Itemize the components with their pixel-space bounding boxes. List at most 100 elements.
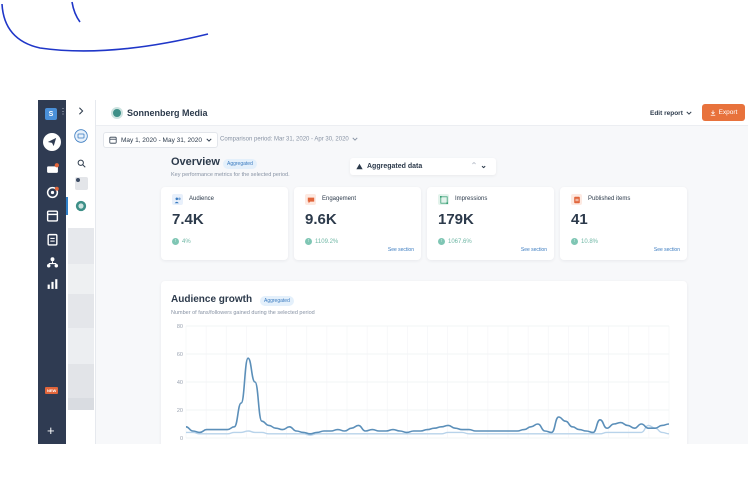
arrow-up-icon: ↑ <box>172 238 179 245</box>
y-tick-label: 60 <box>177 352 183 358</box>
comparison-period-selector[interactable]: Comparison period: Mar 31, 2020 - Apr 30… <box>220 136 358 143</box>
profile-thumbnail[interactable] <box>74 176 88 190</box>
top-bar: Sonnenberg Media Edit report Export <box>96 100 748 126</box>
card-change-value: 4% <box>182 238 191 245</box>
see-section-link[interactable]: See section <box>653 247 680 253</box>
blurred-profile[interactable] <box>68 398 94 410</box>
chevron-down-icon <box>352 137 358 141</box>
inbox-icon <box>46 162 59 173</box>
kpi-card-engagement[interactable]: Engagement 9.6K ↑ 1109.2% See section <box>294 187 421 260</box>
blurred-profile[interactable] <box>68 364 94 398</box>
card-value: 41 <box>571 211 588 228</box>
y-tick-label: 80 <box>177 324 183 330</box>
download-icon <box>710 109 715 116</box>
audience-icon <box>172 194 183 205</box>
export-label: Export <box>718 109 738 116</box>
y-tick-label: 20 <box>177 408 183 414</box>
chevron-down-icon[interactable]: ⌄ <box>480 161 490 170</box>
edit-report-button[interactable]: Edit report <box>644 105 698 121</box>
tasks-icon <box>46 233 58 246</box>
warning-triangle-icon <box>356 163 363 170</box>
new-badge: NEW <box>45 387 59 394</box>
overview-subtitle: Key performance metrics for the selected… <box>171 172 290 178</box>
nav-inbox[interactable] <box>44 160 60 176</box>
edit-report-label: Edit report <box>650 109 683 117</box>
compose-button[interactable] <box>43 133 61 151</box>
aggregated-data-toggle[interactable]: Aggregated data ⌃⌄ <box>350 158 496 175</box>
card-change: ↑ 10.8% <box>571 238 598 245</box>
brand-name: Sonnenberg Media <box>127 108 208 118</box>
arrow-up-icon: ↑ <box>438 238 445 245</box>
kpi-card-published-items[interactable]: Published items 41 ↑ 10.8% See section <box>560 187 687 260</box>
audience-growth-chart: 80 60 40 20 0 <box>177 324 670 442</box>
audience-growth-subtitle: Number of fans/followers gained during t… <box>171 310 315 316</box>
card-value: 9.6K <box>305 211 337 228</box>
main-nav: S ⋮ NEW + <box>38 100 67 444</box>
account-avatar[interactable]: S <box>45 108 57 120</box>
publish-icon <box>46 186 59 198</box>
see-section-link[interactable]: See section <box>387 247 414 253</box>
blurred-profile[interactable] <box>68 264 94 294</box>
card-change: ↑ 4% <box>172 238 191 245</box>
card-change-value: 1067.6% <box>448 238 472 245</box>
audience-growth-title: Audience growth <box>171 294 253 305</box>
comparison-text: Comparison period: Mar 31, 2020 - Apr 30… <box>220 136 349 143</box>
brand-logo-icon <box>111 107 123 119</box>
nav-calendar[interactable] <box>44 207 60 223</box>
impressions-icon <box>438 194 449 205</box>
search-icon[interactable] <box>74 156 88 170</box>
reports-group-icon[interactable] <box>74 129 88 143</box>
chevron-up-icon[interactable]: ⌃ <box>470 161 481 170</box>
add-icon[interactable]: + <box>47 423 55 438</box>
team-icon <box>46 256 58 267</box>
blurred-profile[interactable] <box>68 228 94 264</box>
date-range-text: May 1, 2020 - May 31, 2020 <box>121 136 202 144</box>
y-tick-label: 0 <box>180 436 183 442</box>
card-label: Published items <box>588 196 631 202</box>
arrow-up-icon: ↑ <box>571 238 578 245</box>
reports-icon <box>47 278 57 289</box>
card-label: Engagement <box>322 196 357 202</box>
published-items-icon <box>571 194 582 205</box>
nav-team[interactable] <box>44 254 60 270</box>
overview-title: Overview <box>171 156 220 168</box>
arrow-up-icon: ↑ <box>305 238 312 245</box>
account-initial: S <box>48 110 54 118</box>
aggregated-badge: Aggregated <box>260 296 294 306</box>
card-label: Audience <box>189 196 215 202</box>
more-dots-icon[interactable]: ⋮ <box>59 107 67 116</box>
collapse-arrows[interactable]: ⌃⌄ <box>471 161 490 170</box>
kpi-card-impressions[interactable]: Impressions 179K ↑ 1067.6% See section <box>427 187 554 260</box>
y-tick-label: 40 <box>177 380 183 386</box>
see-section-link[interactable]: See section <box>520 247 547 253</box>
calendar-icon <box>109 136 117 144</box>
chevron-down-icon <box>686 111 692 115</box>
blurred-profile[interactable] <box>68 328 94 364</box>
expand-chevron-icon[interactable] <box>74 104 88 118</box>
series-line-primary[interactable] <box>185 357 670 435</box>
active-indicator <box>66 197 68 215</box>
pen-scribble-decoration <box>1 1 209 52</box>
export-button[interactable]: Export <box>702 104 745 121</box>
sonnenberg-profile-icon[interactable] <box>74 199 88 213</box>
profiles-column <box>66 100 96 444</box>
blurred-profile[interactable] <box>68 294 94 328</box>
nav-reports[interactable] <box>44 275 60 291</box>
audience-growth-card: 80 60 40 20 0 Audience growth Aggregated Num… <box>161 281 687 444</box>
calendar-icon <box>46 209 58 222</box>
date-range-selector[interactable]: May 1, 2020 - May 31, 2020 <box>103 132 218 148</box>
aggregated-badge: Aggregated <box>223 159 257 169</box>
engagement-icon <box>305 194 316 205</box>
card-change: ↑ 1067.6% <box>438 238 472 245</box>
card-label: Impressions <box>455 196 488 202</box>
kpi-card-audience[interactable]: Audience 7.4K ↑ 4% <box>161 187 288 260</box>
chevron-down-icon <box>206 138 212 142</box>
card-value: 179K <box>438 211 474 228</box>
series-line-secondary[interactable] <box>186 424 670 436</box>
nav-publish[interactable] <box>44 184 60 200</box>
compose-icon <box>47 137 57 147</box>
nav-tasks[interactable] <box>44 231 60 247</box>
card-value: 7.4K <box>172 211 204 228</box>
card-change-value: 1109.2% <box>315 238 339 245</box>
